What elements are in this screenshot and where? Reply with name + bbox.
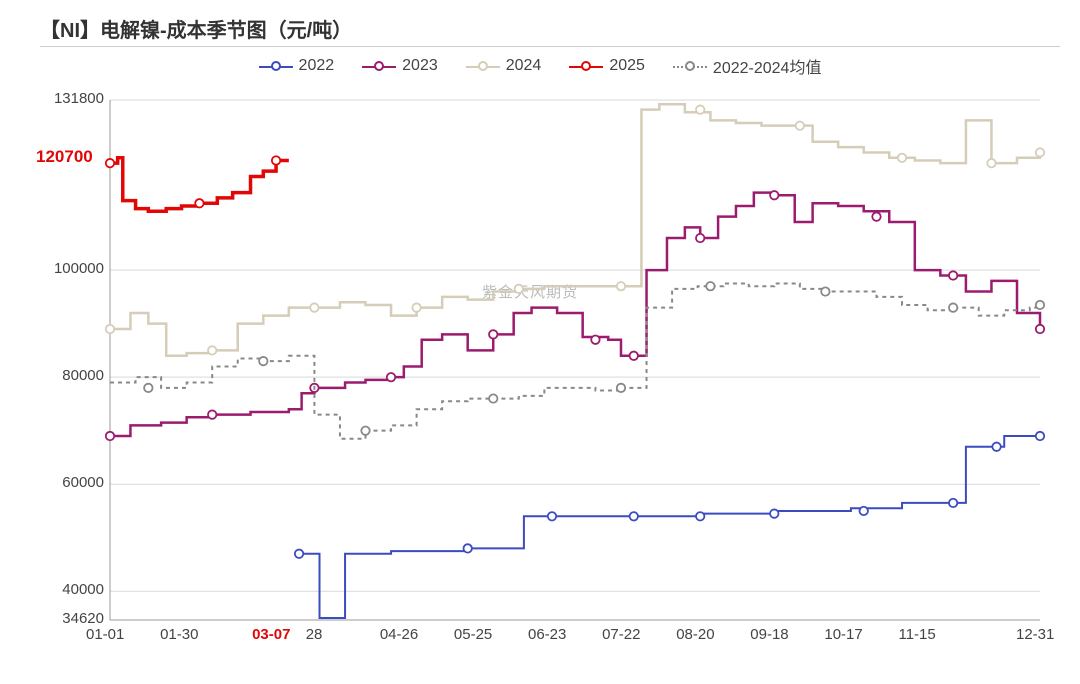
x-tick-label: 28 — [306, 626, 323, 643]
y-tick-label: 80000 — [62, 367, 104, 384]
x-tick-label: 01-01 — [86, 626, 124, 643]
x-tick-label: 03-07 — [252, 626, 290, 643]
x-tick-label: 12-31 — [1016, 626, 1054, 643]
y-tick-label: 60000 — [62, 474, 104, 491]
x-tick-label: 06-23 — [528, 626, 566, 643]
x-tick-label: 09-18 — [750, 626, 788, 643]
y-tick-label: 40000 — [62, 581, 104, 598]
x-tick-label: 01-30 — [160, 626, 198, 643]
y-tick-label: 100000 — [54, 260, 104, 277]
x-tick-label: 05-25 — [454, 626, 492, 643]
y-tick-label: 34620 — [62, 610, 104, 627]
y-tick-label: 131800 — [54, 90, 104, 107]
x-tick-label: 08-20 — [676, 626, 714, 643]
x-tick-label: 07-22 — [602, 626, 640, 643]
x-tick-label: 04-26 — [380, 626, 418, 643]
x-tick-label: 10-17 — [824, 626, 862, 643]
chart-plot — [0, 0, 1080, 684]
x-tick-label: 11-15 — [898, 626, 935, 643]
